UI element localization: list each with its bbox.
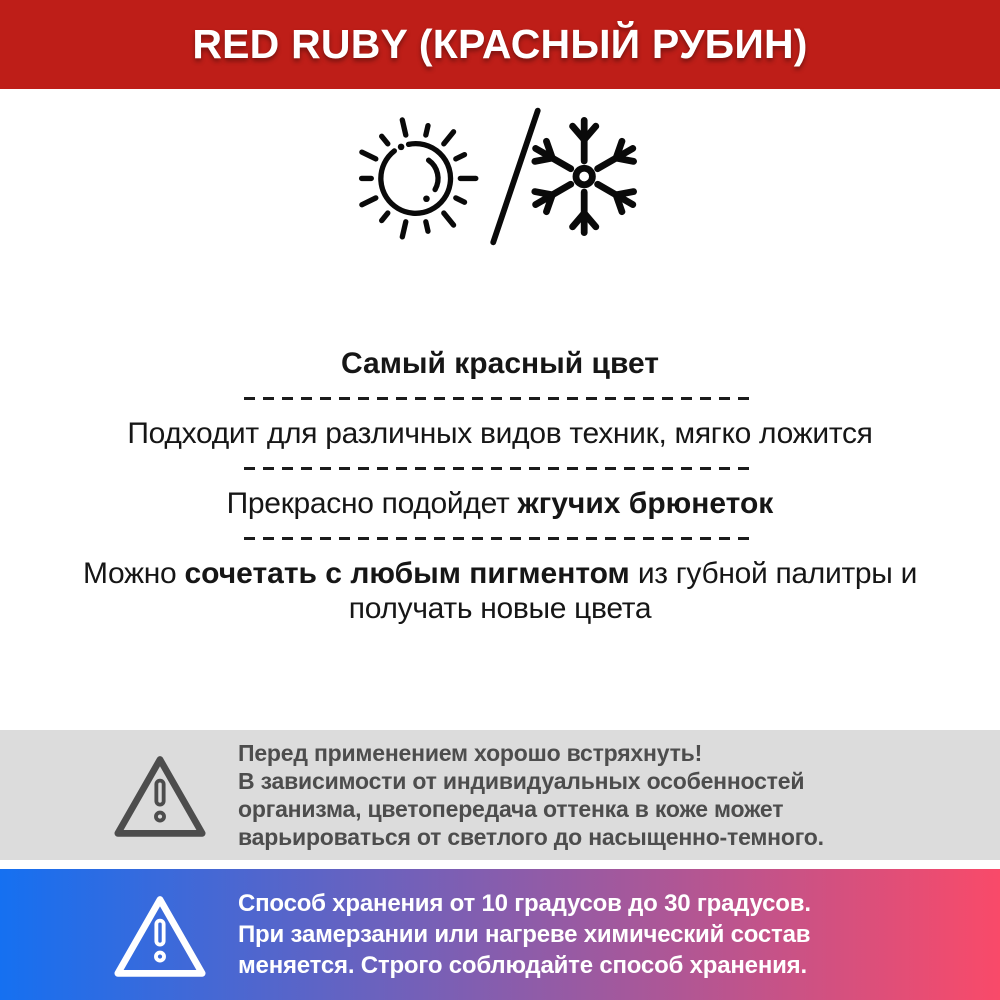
shake-notice: Перед применением хорошо встряхнуть! В з…: [0, 730, 1000, 860]
slash-icon: [490, 107, 541, 246]
feature-line-1: Подходит для различных видов техник, мяг…: [127, 417, 873, 450]
page-title: RED RUBY (КРАСНЫЙ РУБИН): [192, 21, 808, 67]
storage-notice: Способ хранения от 10 градусов до 30 гра…: [0, 869, 1000, 1000]
shake-notice-line: организма, цветопередача оттенка в коже …: [238, 796, 784, 822]
feature-line-3-bold: сочетать с любым пигментом: [184, 557, 630, 590]
feature-list: Самый красный цвет Подходит для различны…: [0, 347, 1000, 626]
shake-notice-text: Перед применением хорошо встряхнуть! В з…: [238, 739, 824, 851]
feature-line-2-bold: жгучих брюнеток: [517, 487, 774, 520]
storage-notice-line: При замерзании или нагреве химический со…: [238, 921, 811, 948]
feature-line-3-tail: получать новые цвета: [348, 592, 652, 625]
title-banner: RED RUBY (КРАСНЫЙ РУБИН): [0, 0, 1000, 89]
shake-notice-line: варьироваться от светлого до насыщенно-т…: [238, 824, 824, 850]
warning-triangle-icon: [114, 756, 206, 837]
storage-notice-line: меняется. Строго соблюдайте способ хране…: [238, 952, 807, 979]
feature-line-2: Прекрасно подойдет жгучих брюнеток: [0, 486, 1000, 521]
dashed-divider: [244, 467, 756, 470]
feature-line-2-text: Прекрасно подойдет: [226, 487, 510, 520]
sun-icon: [358, 117, 479, 240]
snowflake-icon: [531, 116, 637, 236]
warning-triangle-icon: [114, 895, 206, 977]
feature-line-3-text: Можно: [82, 557, 177, 590]
shake-notice-line: В зависимости от индивидуальных особенно…: [238, 768, 805, 794]
storage-notice-text: Способ хранения от 10 градусов до 30 гра…: [238, 888, 811, 981]
feature-heading: Самый красный цвет: [340, 347, 659, 380]
feature-line-3-suffix: из губной палитры и: [637, 557, 918, 590]
dashed-divider: [244, 397, 756, 400]
dashed-divider: [244, 537, 756, 540]
feature-line-3: Можно сочетать с любым пигментом из губн…: [0, 556, 1000, 626]
climate-icon-row: [0, 101, 1000, 251]
shake-notice-line: Перед применением хорошо встряхнуть!: [238, 740, 703, 766]
sun-slash-snowflake-icon: [358, 107, 637, 246]
storage-notice-line: Способ хранения от 10 градусов до 30 гра…: [238, 890, 811, 917]
